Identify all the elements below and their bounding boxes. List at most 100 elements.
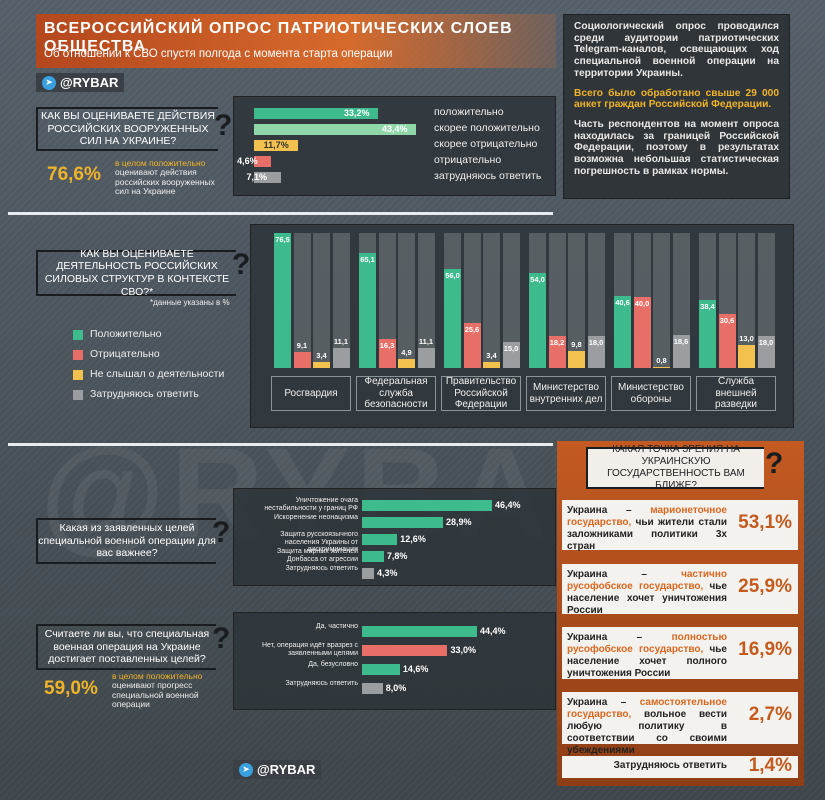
question-mark-icon: ?: [232, 248, 251, 281]
q2-column-track: [757, 233, 775, 368]
q2-column: [463, 322, 481, 368]
q5-answer-text: Украина – марионеточное государство, чьи…: [567, 505, 727, 553]
question-3-text: Какая из заявленных целей специальной во…: [38, 522, 216, 560]
q3-category-label: Защита мирных жителей Донбасса от агресс…: [277, 548, 358, 563]
q1-bar-value: 33,2%: [343, 108, 370, 118]
q2-column-value: 9,8: [571, 339, 582, 349]
q4-category-label: Да, частично: [315, 623, 358, 630]
title-banner: Всероссийский опрос патриотических слоев…: [36, 14, 556, 68]
question-3-box: Какая из заявленных целей специальной во…: [36, 518, 216, 564]
q2-column: [274, 233, 291, 368]
q1-bar: [254, 108, 378, 119]
q2-column: [633, 297, 651, 368]
telegram-icon: ➤: [42, 75, 56, 90]
q2-column: [699, 300, 716, 368]
question-1-text: Как вы оцениваете действия российских во…: [41, 110, 215, 148]
q5-answer-rest: вольное вести любую политику в соответст…: [567, 709, 727, 756]
q2-column-track: [398, 233, 415, 368]
q5-answer-rest: чьи жители стали заложниками политики 3х…: [567, 517, 727, 552]
q2-column-value: 11,1: [333, 337, 349, 347]
q5-answer-rest: чье население хочет полного уничтожения …: [567, 644, 727, 679]
q3-category-label: Защита русскоязычного населения Украины …: [280, 531, 358, 554]
question-5-box: Какая точка зрения на украинскую государ…: [586, 444, 764, 491]
q5-answer-rest: Затрудняюсь ответить: [613, 760, 727, 771]
q1-note-b: оценивают действия российских вооруженны…: [115, 167, 215, 197]
q5-answer-value: 53,1%: [738, 512, 792, 533]
q2-column-value: 40,0: [634, 299, 650, 309]
q1-category-label: положительно: [434, 106, 504, 118]
q5-answer-text: Затрудняюсь ответить: [567, 760, 727, 772]
q3-bar-value: 46,4%: [495, 500, 521, 510]
question-mark-icon: ?: [765, 447, 784, 480]
telegram-icon: ➤: [239, 762, 253, 777]
q2-column-value: 13,0: [739, 334, 754, 344]
q5-answer-text: Украина – полностью русофобское государс…: [567, 632, 727, 680]
q5-answer-text: Украина – частично русофобское государст…: [567, 569, 727, 617]
q2-column: [359, 253, 376, 368]
q4-bar-value: 33,0%: [450, 645, 476, 655]
q2-column-value: 54,0: [530, 274, 545, 284]
q5-answer-prefix: Украина –: [567, 505, 651, 516]
q2-category-label: Министерство обороны: [611, 376, 691, 411]
question-1-box: Как вы оцениваете действия российских во…: [36, 107, 218, 151]
q2-column-track: [313, 233, 330, 368]
q3-category-label: Искоренение неонацизма: [274, 514, 358, 521]
legend-swatch: [73, 370, 83, 380]
q2-column-value: 18,6: [673, 337, 689, 347]
q2-column: [548, 335, 566, 368]
q4-category-label: Да, безусловно: [308, 661, 358, 668]
q2-column: [672, 335, 690, 368]
q2-column-value: 18,2: [549, 337, 565, 347]
q1-bar: [254, 156, 272, 167]
q5-answer-highlight: самостоятельное государство,: [567, 697, 727, 720]
legend-swatch: [73, 330, 83, 340]
q2-column: [417, 348, 435, 368]
q1-category-label: скорее положительно: [434, 122, 540, 134]
q2-column: [718, 314, 736, 368]
q2-column-value: 0,8: [656, 355, 667, 365]
divider-1: [8, 212, 553, 215]
q5-answer-prefix: Украина –: [567, 697, 640, 708]
q3-bar: [362, 534, 398, 545]
q2-column: [313, 362, 330, 368]
q2-column-track: [548, 233, 566, 368]
q5-answer-card: Украина – полностью русофобское государс…: [562, 627, 798, 679]
q5-answer-text: Украина – самостоятельное государство, в…: [567, 697, 727, 757]
q2-category-label: Росгвардия: [271, 376, 351, 411]
legend-label: Отрицательно: [90, 348, 160, 360]
q5-answer-prefix: Украина –: [567, 569, 682, 580]
q2-column-value: 3,4: [486, 351, 497, 360]
q4-note: в целом положительно оценивают прогресс с…: [112, 671, 232, 709]
q2-column-value: 38,4: [700, 302, 715, 312]
question-5-text: Какая точка зрения на украинскую государ…: [607, 444, 745, 491]
q2-column: [444, 269, 461, 368]
q2-column: [502, 341, 520, 368]
question-mark-icon: ?: [212, 516, 231, 549]
q3-bar: [362, 500, 492, 511]
q3-bar: [362, 551, 384, 562]
q1-bar: [254, 140, 298, 151]
page-subtitle: Об отношении к СВО спустя полгода с моме…: [44, 48, 393, 60]
q1-bar-value: 11,7%: [263, 140, 289, 150]
q2-column-track: [483, 233, 500, 368]
q2-column: [529, 272, 546, 368]
q2-column: [378, 339, 396, 368]
legend-swatch: [73, 350, 83, 360]
q2-column-track: [672, 233, 690, 368]
legend-label: Не слышал о деятельности: [90, 368, 225, 380]
q5-answer-prefix: Украина –: [567, 632, 672, 643]
q2-column-track: [378, 233, 396, 368]
logo-text: @RYBAR: [60, 75, 119, 90]
q2-column: [614, 296, 631, 368]
page-title: Всероссийский опрос патриотических слоев…: [44, 20, 513, 55]
q2-category-label: Министерство внутренних дел: [526, 376, 606, 411]
info-paragraph-2: Всего было обработано свыше 29 000 анкет…: [574, 87, 779, 111]
logo-top: ➤ @RYBAR: [36, 73, 125, 92]
q2-column-value: 15,0: [503, 343, 519, 353]
q2-footnote: *данные указаны в %: [150, 298, 230, 307]
q2-column-track: [738, 233, 755, 368]
q5-answer-card: Затрудняюсь ответить 1,4%: [562, 755, 798, 778]
q2-column: [293, 351, 311, 368]
q4-category-label: Затрудняюсь ответить: [285, 680, 358, 687]
q4-bar-value: 8,0%: [385, 683, 407, 693]
